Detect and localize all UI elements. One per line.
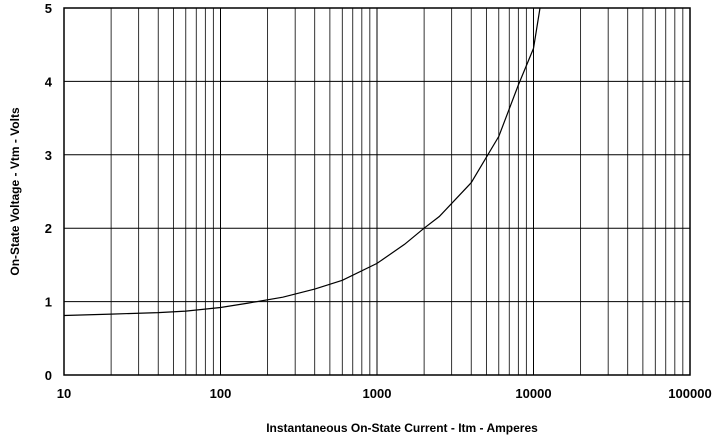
y-tick-label: 1 (45, 295, 52, 310)
y-tick-label: 5 (45, 1, 52, 16)
y-tick-labels: 0 1 2 3 4 5 (45, 1, 53, 383)
x-tick-label: 100 (210, 386, 232, 401)
y-tick-label: 2 (45, 221, 52, 236)
y-tick-label: 3 (45, 148, 52, 163)
x-tick-label: 1000 (363, 386, 392, 401)
x-axis-label: Instantaneous On-State Current - Itm - A… (266, 421, 538, 435)
y-tick-label: 0 (45, 368, 52, 383)
x-tick-labels: 10 100 1000 10000 100000 (57, 386, 712, 401)
x-tick-label: 10 (57, 386, 71, 401)
grid (64, 8, 690, 375)
x-tick-label: 100000 (668, 386, 711, 401)
y-axis-label: On-State Voltage - Vtm - Volts (8, 107, 22, 276)
plot-frame (63, 7, 691, 376)
vtm-curve (63, 7, 541, 317)
x-tick-label: 10000 (515, 386, 551, 401)
y-tick-label: 4 (45, 74, 53, 89)
